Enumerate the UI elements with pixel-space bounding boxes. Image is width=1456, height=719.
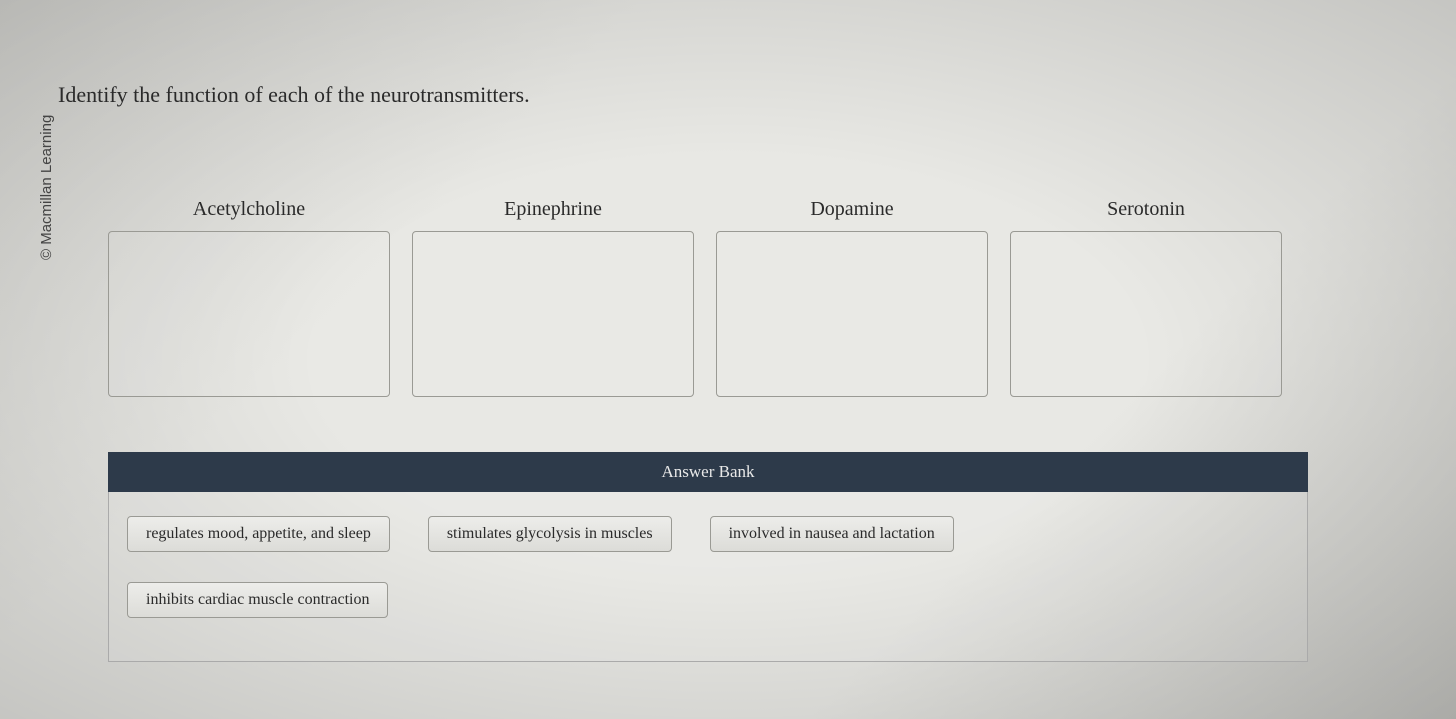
- answer-chip[interactable]: inhibits cardiac muscle contraction: [127, 582, 388, 618]
- drop-label: Epinephrine: [504, 198, 602, 221]
- drop-column-epinephrine: Epinephrine: [412, 198, 694, 397]
- drop-label: Serotonin: [1107, 198, 1185, 221]
- drop-label: Acetylcholine: [193, 198, 305, 221]
- drop-column-serotonin: Serotonin: [1010, 198, 1282, 397]
- answer-chip[interactable]: involved in nausea and lactation: [710, 516, 954, 552]
- answer-chip[interactable]: stimulates glycolysis in muscles: [428, 516, 672, 552]
- answer-bank: Answer Bank regulates mood, appetite, an…: [108, 452, 1308, 662]
- answer-row: regulates mood, appetite, and sleep stim…: [127, 516, 1289, 552]
- drop-target-dopamine[interactable]: [716, 231, 988, 397]
- copyright-label: © Macmillan Learning: [38, 115, 55, 260]
- drop-target-serotonin[interactable]: [1010, 231, 1282, 397]
- drop-label: Dopamine: [810, 198, 893, 221]
- answer-bank-body: regulates mood, appetite, and sleep stim…: [108, 492, 1308, 662]
- drop-column-dopamine: Dopamine: [716, 198, 988, 397]
- answer-row: inhibits cardiac muscle contraction: [127, 582, 1289, 618]
- answer-bank-title: Answer Bank: [108, 452, 1308, 492]
- drop-zones-row: Acetylcholine Epinephrine Dopamine Serot…: [108, 198, 1282, 397]
- drop-column-acetylcholine: Acetylcholine: [108, 198, 390, 397]
- question-prompt: Identify the function of each of the neu…: [58, 82, 530, 108]
- answer-chip[interactable]: regulates mood, appetite, and sleep: [127, 516, 390, 552]
- drop-target-epinephrine[interactable]: [412, 231, 694, 397]
- drop-target-acetylcholine[interactable]: [108, 231, 390, 397]
